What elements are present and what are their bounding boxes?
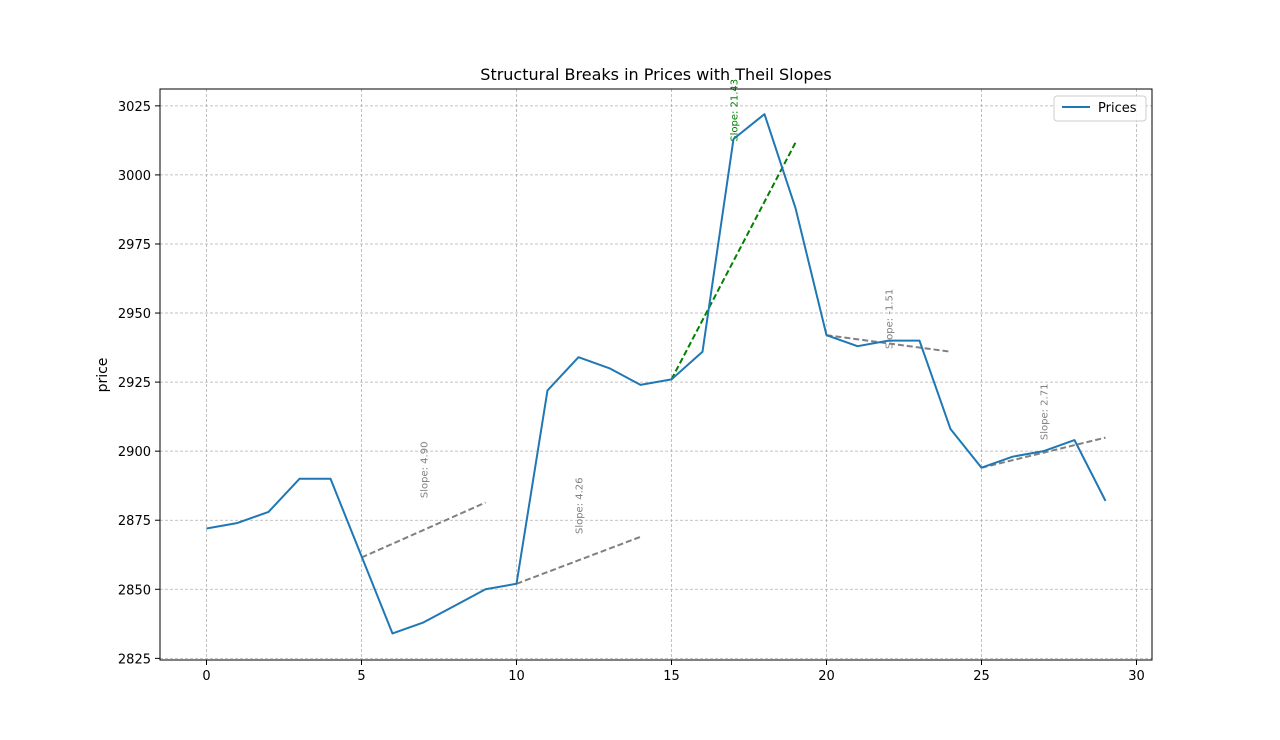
grid [160, 89, 1152, 660]
x-tick-label: 0 [202, 669, 210, 684]
y-tick-label: 2975 [118, 238, 151, 253]
y-tick-label: 2900 [118, 445, 151, 460]
slope-label: Slope: 21.43 [730, 79, 741, 142]
y-tick-label: 2875 [118, 514, 151, 529]
y-axis-title: price [95, 358, 111, 393]
series-layer [206, 113, 1107, 635]
x-tick-label: 25 [973, 669, 990, 684]
chart-title: Structural Breaks in Prices with Theil S… [480, 65, 831, 84]
legend: Prices [1053, 95, 1147, 122]
slope-label: Slope: 4.26 [575, 477, 586, 534]
y-tick-label: 3025 [118, 100, 151, 115]
y-tick-label: 2950 [118, 307, 151, 322]
slope-label: Slope: 2.71 [1040, 384, 1051, 441]
x-tick-label: 30 [1128, 669, 1145, 684]
theil-slope-line [361, 501, 486, 559]
y-tick-label: 3000 [118, 169, 151, 184]
legend-box [1053, 95, 1147, 122]
legend-label-prices: Prices [1098, 101, 1137, 116]
theil-slope-line [981, 436, 1106, 469]
y-tick-label: 2925 [118, 376, 151, 391]
slope-label: Slope: -1.51 [885, 289, 896, 349]
slope-label: Slope: 4.90 [420, 442, 431, 499]
x-tick-label: 15 [663, 669, 680, 684]
theil-slope-line [516, 535, 641, 585]
y-tick-label: 2825 [118, 652, 151, 667]
slope-lines: Slope: 4.90 Slope: 4.26 Slope: 21.43 Slope:… [361, 79, 1106, 585]
x-tick-label: 5 [357, 669, 365, 684]
theil-slope-line [826, 334, 951, 353]
x-tick-label: 20 [818, 669, 835, 684]
y-tick-label: 2850 [118, 583, 151, 598]
x-tick-label: 10 [508, 669, 525, 684]
axis-ticks: 0 5 10 15 20 25 30 2825 2850 2875 2900 2925 2950 2975… [118, 100, 1145, 684]
plot-area-frame [159, 88, 1153, 661]
prices-series-line [206, 113, 1107, 635]
